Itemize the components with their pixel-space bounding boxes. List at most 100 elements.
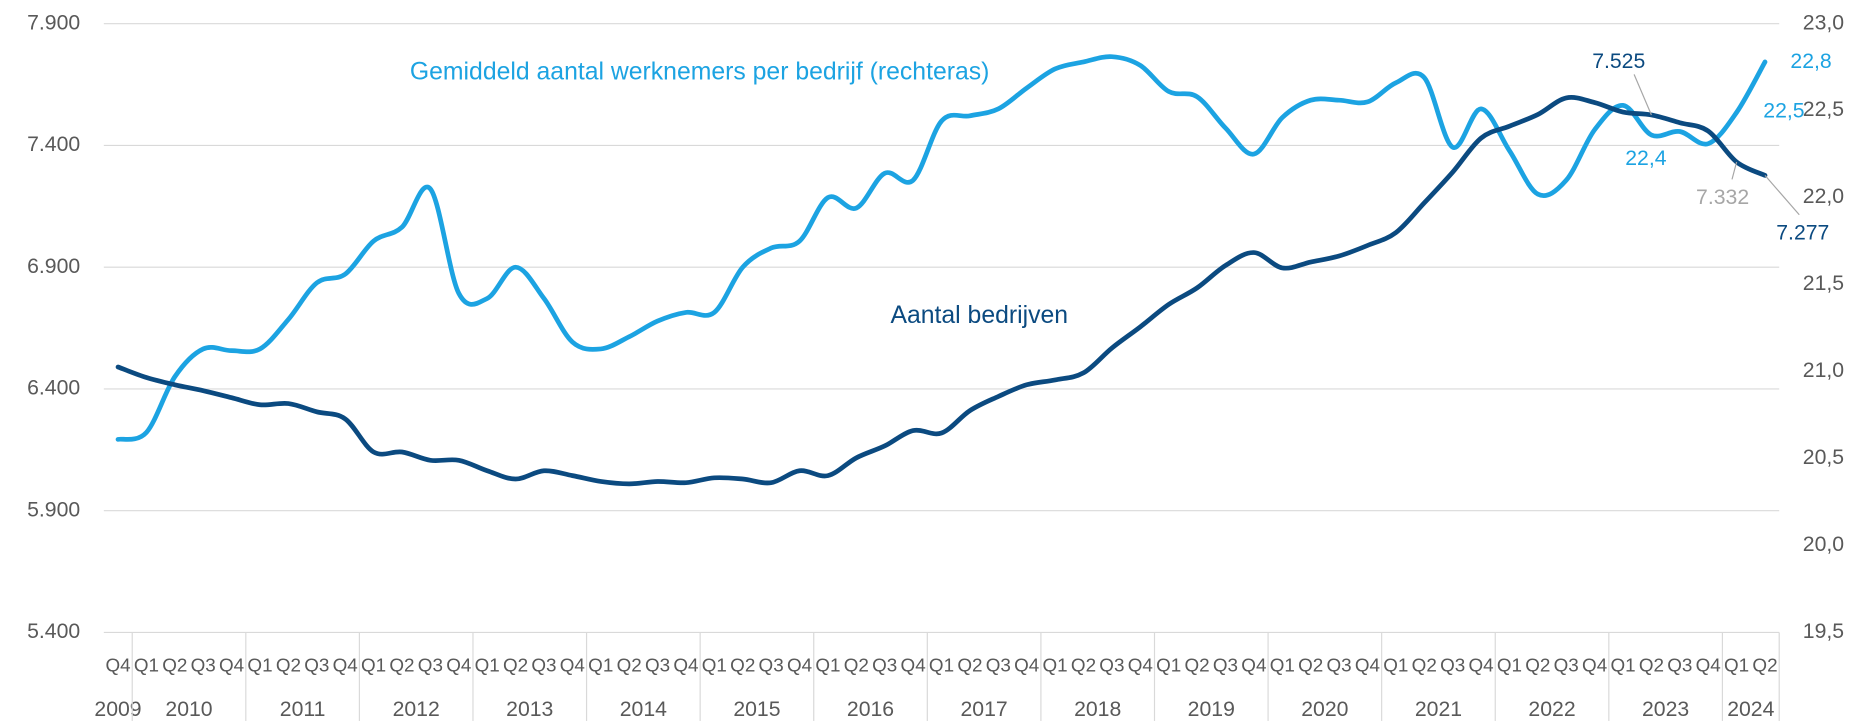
x-tick-label: Q1 [588, 655, 613, 676]
x-tick-label: Q1 [929, 655, 954, 676]
x-tick-label: Q2 [730, 655, 755, 676]
x-tick-label: Q3 [1213, 655, 1238, 676]
x-tick-label: Q2 [1752, 655, 1777, 676]
x-tick-label: Q4 [560, 655, 585, 676]
y2-tick-label: 23,0 [1803, 11, 1844, 34]
x-tick-label: Q2 [276, 655, 301, 676]
x-tick-label: Q4 [673, 655, 698, 676]
year-label: 2024 [1727, 698, 1774, 721]
leader-line [1633, 74, 1652, 116]
x-tick-label: Q2 [1298, 655, 1323, 676]
x-tick-label: Q1 [134, 655, 159, 676]
x-tick-label: Q2 [1639, 655, 1664, 676]
year-label: 2019 [1188, 698, 1235, 721]
leader-line [1731, 161, 1738, 180]
year-label: 2010 [165, 698, 212, 721]
x-tick-label: Q4 [787, 655, 812, 676]
data-label: 7.277 [1776, 221, 1829, 244]
x-tick-label: Q3 [304, 655, 329, 676]
y2-tick-label: 19,5 [1803, 620, 1844, 643]
y-tick-label: 5.400 [27, 620, 80, 643]
year-label: 2017 [961, 698, 1008, 721]
data-label: 7.525 [1592, 50, 1645, 73]
x-tick-label: Q1 [815, 655, 840, 676]
x-tick-label: Q3 [1326, 655, 1351, 676]
year-label: 2020 [1301, 698, 1348, 721]
y2-tick-label: 22,5 [1803, 98, 1844, 121]
x-tick-label: Q1 [1497, 655, 1522, 676]
x-tick-label: Q1 [702, 655, 727, 676]
series-line [115, 95, 1768, 487]
year-label: 2016 [847, 698, 894, 721]
x-tick-label: Q4 [333, 655, 358, 676]
x-tick-label: Q2 [503, 655, 528, 676]
x-tick-label: Q4 [446, 655, 471, 676]
x-tick-label: Q4 [1582, 655, 1607, 676]
x-tick-label: Q2 [389, 655, 414, 676]
y2-tick-label: 21,0 [1803, 359, 1844, 382]
x-tick-label: Q1 [1043, 655, 1068, 676]
y2-tick-label: 22,0 [1803, 185, 1844, 208]
data-label: 22,5 [1763, 100, 1804, 123]
x-tick-label: Q2 [844, 655, 869, 676]
x-tick-label: Q4 [1696, 655, 1721, 676]
x-tick-label: Q1 [1724, 655, 1749, 676]
y-tick-label: 7.900 [27, 11, 80, 34]
x-tick-label: Q3 [759, 655, 784, 676]
x-tick-label: Q2 [1184, 655, 1209, 676]
x-tick-label: Q1 [475, 655, 500, 676]
year-label: 2022 [1528, 698, 1575, 721]
data-label: 22,8 [1790, 50, 1831, 73]
x-tick-label: Q1 [1156, 655, 1181, 676]
leader-line [1764, 174, 1800, 216]
year-label: 2018 [1074, 698, 1121, 721]
x-tick-label: Q1 [1270, 655, 1295, 676]
data-label: 7.332 [1696, 186, 1749, 209]
x-tick-label: Q4 [1241, 655, 1266, 676]
data-label: 22,4 [1625, 147, 1666, 170]
x-tick-label: Q3 [418, 655, 443, 676]
x-tick-label: Q4 [219, 655, 244, 676]
x-tick-label: Q2 [162, 655, 187, 676]
x-tick-label: Q3 [191, 655, 216, 676]
year-label: 2014 [620, 698, 667, 721]
x-tick-label: Q3 [1099, 655, 1124, 676]
series-line [115, 54, 1768, 442]
x-tick-label: Q3 [1440, 655, 1465, 676]
x-tick-label: Q4 [1355, 655, 1380, 676]
x-tick-label: Q4 [1468, 655, 1493, 676]
y2-tick-label: 20,0 [1803, 533, 1844, 556]
x-tick-label: Q2 [1071, 655, 1096, 676]
y2-tick-label: 20,5 [1803, 446, 1844, 469]
year-label: 2015 [733, 698, 780, 721]
x-tick-label: Q4 [105, 655, 130, 676]
x-tick-label: Q1 [1383, 655, 1408, 676]
x-tick-label: Q1 [247, 655, 272, 676]
x-tick-label: Q2 [1525, 655, 1550, 676]
x-tick-label: Q2 [1412, 655, 1437, 676]
y-tick-label: 7.400 [27, 133, 80, 156]
x-tick-label: Q2 [617, 655, 642, 676]
y-tick-label: 6.400 [27, 377, 80, 400]
series-label: Aantal bedrijven [890, 302, 1068, 329]
x-tick-label: Q2 [957, 655, 982, 676]
year-label: 2011 [280, 698, 326, 721]
y-tick-label: 6.900 [27, 255, 80, 278]
year-label: 2013 [506, 698, 553, 721]
year-label: 2009 [94, 698, 141, 721]
x-tick-label: Q4 [1014, 655, 1039, 676]
x-tick-label: Q1 [361, 655, 386, 676]
x-tick-label: Q3 [1667, 655, 1692, 676]
x-tick-label: Q4 [1128, 655, 1153, 676]
x-tick-label: Q3 [531, 655, 556, 676]
x-tick-label: Q4 [901, 655, 926, 676]
series-label: Gemiddeld aantal werknemers per bedrijf … [410, 59, 990, 86]
y2-tick-label: 21,5 [1803, 272, 1844, 295]
year-label: 2012 [393, 698, 440, 721]
x-tick-label: Q3 [645, 655, 670, 676]
x-tick-label: Q1 [1610, 655, 1635, 676]
year-label: 2021 [1415, 698, 1462, 721]
x-tick-label: Q3 [1554, 655, 1579, 676]
year-label: 2023 [1642, 698, 1689, 721]
